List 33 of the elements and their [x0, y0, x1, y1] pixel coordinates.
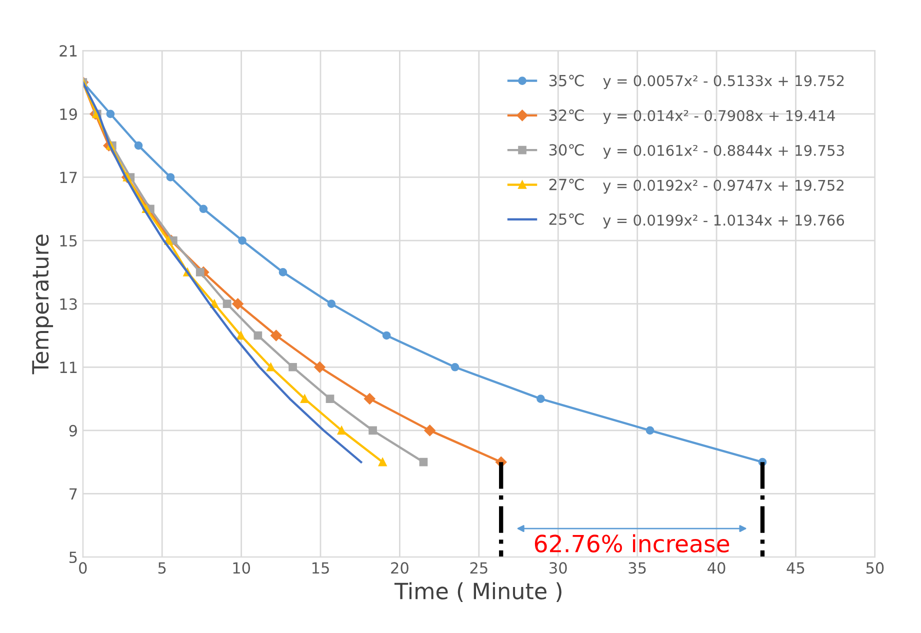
- legend-label: 30℃: [549, 144, 584, 156]
- y-tick-label: 21: [60, 45, 77, 56]
- annotation: y = 0.0161x² - 0.8844x + 19.753: [603, 144, 844, 159]
- x-axis-title: Time ( Minute ): [394, 582, 562, 602]
- legend-label: 27℃: [549, 178, 584, 190]
- x-tick-label: 20: [391, 562, 408, 574]
- y-tick-label: 19: [60, 108, 77, 120]
- x-tick-label: 40: [708, 562, 726, 574]
- y-tick-label: 9: [69, 424, 77, 436]
- x-tick-label: 30: [550, 562, 567, 574]
- x-tick-label: 35: [628, 562, 646, 574]
- x-tick-label: 45: [786, 562, 804, 574]
- legend-label: 35℃: [549, 74, 584, 86]
- annotation: 62.76% increase: [534, 534, 730, 552]
- legend-label: 32℃: [549, 109, 584, 121]
- y-tick-label: 13: [60, 298, 77, 310]
- annotation: y = 0.014x² - 0.7908x + 19.414: [603, 110, 835, 124]
- x-tick-label: 15: [312, 562, 329, 574]
- annotation: y = 0.0199x² - 1.0134x + 19.766: [603, 214, 844, 229]
- y-tick-label: 17: [60, 172, 77, 184]
- y-tick-label: 7: [70, 488, 77, 500]
- y-tick-label: 5: [69, 552, 77, 564]
- annotation: y = 0.0057x² - 0.5133x + 19.752: [603, 75, 844, 90]
- x-tick-label: 0: [79, 562, 87, 574]
- y-tick-label: 15: [60, 235, 77, 247]
- y-axis-title: Temperature: [32, 234, 54, 374]
- x-tick-label: 50: [866, 562, 884, 574]
- x-tick-label: 10: [233, 562, 250, 574]
- annotation: y = 0.0192x² - 0.9747x + 19.752: [603, 180, 844, 194]
- x-tick-label: 5: [158, 562, 166, 574]
- x-tick-label: 25: [470, 562, 488, 574]
- y-tick-label: 11: [60, 362, 77, 373]
- legend-label: 25℃: [549, 213, 584, 225]
